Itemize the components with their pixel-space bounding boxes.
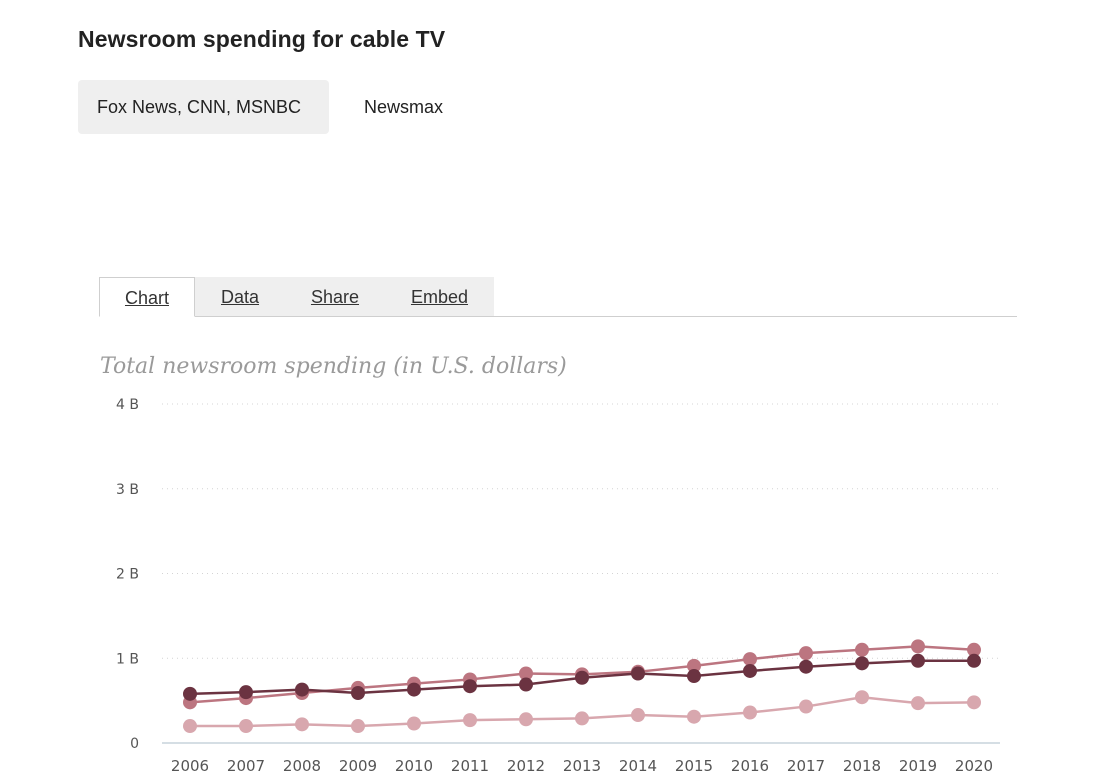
data-point [799, 646, 813, 661]
x-tick-label: 2017 [787, 757, 825, 775]
x-tick-label: 2013 [563, 757, 601, 775]
data-point [855, 656, 869, 671]
tab-embed[interactable]: Embed [385, 277, 494, 316]
data-point [687, 709, 701, 724]
y-tick-label: 2 B [116, 567, 139, 583]
x-tick-label: 2020 [955, 757, 993, 775]
data-point [911, 653, 925, 668]
data-point [239, 685, 253, 700]
data-point [855, 690, 869, 705]
tab-data[interactable]: Data [195, 277, 285, 316]
data-point [463, 679, 477, 694]
data-point [183, 686, 197, 701]
data-point [575, 711, 589, 726]
y-tick-label: 3 B [116, 482, 139, 498]
data-point [575, 670, 589, 685]
toggle-newsmax[interactable]: Newsmax [364, 97, 444, 117]
data-point [631, 708, 645, 723]
chart-tabs: Chart Data Share Embed [99, 277, 1017, 317]
x-tick-label: 2006 [171, 757, 209, 775]
x-tick-label: 2016 [731, 757, 769, 775]
data-point [967, 642, 981, 657]
y-tick-label: 4 B [116, 397, 139, 413]
data-point [911, 639, 925, 654]
data-point [239, 719, 253, 734]
x-tick-label: 2012 [507, 757, 545, 775]
data-point [631, 666, 645, 681]
data-point [799, 699, 813, 714]
data-point [687, 658, 701, 673]
data-point [519, 712, 533, 727]
toggle-fox-cnn-msnbc[interactable]: Fox News, CNN, MSNBC [78, 80, 329, 134]
tab-share[interactable]: Share [285, 277, 385, 316]
data-point [407, 716, 421, 731]
data-point [855, 642, 869, 657]
x-tick-label: 2008 [283, 757, 321, 775]
x-tick-label: 2015 [675, 757, 713, 775]
data-point [743, 652, 757, 667]
x-tick-label: 2018 [843, 757, 881, 775]
x-tick-label: 2007 [227, 757, 265, 775]
data-point [967, 653, 981, 668]
y-tick-label: 0 [130, 736, 139, 752]
data-point [407, 682, 421, 697]
data-point [183, 719, 197, 734]
data-point [743, 705, 757, 720]
data-point [351, 685, 365, 700]
data-point [743, 663, 757, 678]
x-tick-label: 2014 [619, 757, 657, 775]
data-point [351, 719, 365, 734]
data-point [967, 695, 981, 710]
x-tick-label: 2009 [339, 757, 377, 775]
y-tick-label: 1 B [116, 651, 139, 667]
tab-chart[interactable]: Chart [99, 277, 195, 317]
data-point [911, 696, 925, 711]
data-point [687, 669, 701, 684]
x-tick-label: 2019 [899, 757, 937, 775]
x-tick-label: 2011 [451, 757, 489, 775]
data-point [295, 717, 309, 732]
data-point [519, 677, 533, 692]
data-point [519, 666, 533, 681]
x-tick-label: 2010 [395, 757, 433, 775]
data-point [799, 659, 813, 674]
chart-title: Total newsroom spending (in U.S. dollars… [100, 354, 567, 379]
page-title: Newsroom spending for cable TV [78, 26, 446, 52]
data-point [463, 713, 477, 728]
data-point [295, 682, 309, 697]
